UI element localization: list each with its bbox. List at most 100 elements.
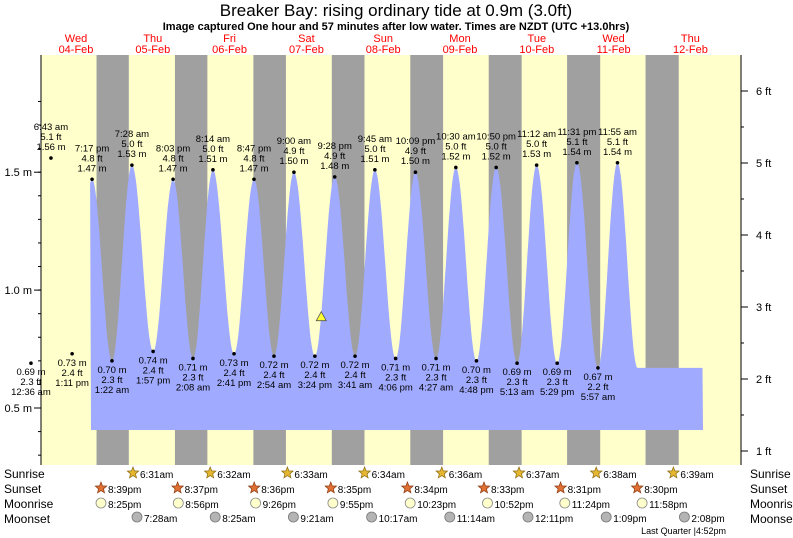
moonset-time: 10:17am xyxy=(379,514,418,525)
right-tick-label: 6 ft xyxy=(756,86,771,98)
low-tide-m: 0.70 m xyxy=(97,365,126,376)
sunrise-icon xyxy=(203,466,217,479)
high-tide-m: 1.51 m xyxy=(360,154,389,165)
sunset-time: 8:35pm xyxy=(338,485,371,496)
high-tide-ft: 5.1 ft xyxy=(40,132,61,143)
moonrise-icon xyxy=(636,497,648,509)
low-tide-time: 4:48 pm xyxy=(459,385,493,396)
day-date: 12-Feb xyxy=(673,44,708,56)
low-tide-point xyxy=(151,349,155,354)
day-name: Mon xyxy=(449,33,470,45)
day-name: Wed xyxy=(65,33,87,45)
low-tide-m: 0.69 m xyxy=(543,367,572,378)
high-tide-ft: 5.0 ft xyxy=(121,139,142,150)
sunset-icon xyxy=(324,481,338,494)
moonrise-icon xyxy=(95,497,107,509)
sunrise-time: 6:37am xyxy=(526,470,559,481)
high-tide-ft: 5.0 ft xyxy=(486,141,507,152)
moonset-time: 1:09pm xyxy=(613,514,646,525)
sunset-time: 8:36pm xyxy=(261,485,294,496)
high-tide-ft: 4.9 ft xyxy=(405,146,426,157)
sunrise-time: 6:31am xyxy=(140,470,173,481)
low-tide-point xyxy=(70,351,74,356)
high-tide-ft: 5.0 ft xyxy=(202,144,223,155)
high-tide-ft: 5.1 ft xyxy=(566,137,587,148)
high-tide-point xyxy=(494,165,498,170)
high-tide-time: 11:31 pm xyxy=(557,127,596,138)
sunset-label-right: Sunset xyxy=(750,482,788,496)
high-tide-point xyxy=(49,156,53,160)
day-name: Sun xyxy=(373,33,393,45)
high-tide-point xyxy=(211,168,215,172)
high-tide-time: 9:45 am xyxy=(358,134,392,145)
low-tide-m: 0.73 m xyxy=(220,358,249,369)
low-tide-m: 0.70 m xyxy=(462,365,491,376)
day-name: Wed xyxy=(602,33,624,45)
high-tide-point xyxy=(534,163,539,167)
high-tide-point xyxy=(575,160,579,165)
high-tide-point xyxy=(292,170,296,174)
low-tide-ft: 2.3 ft xyxy=(425,372,446,383)
low-tide-ft: 2.3 ft xyxy=(507,377,528,388)
sunset-time: 8:34pm xyxy=(414,485,447,496)
low-tide-time: 2:54 am xyxy=(257,380,291,391)
day-date: 11-Feb xyxy=(597,44,631,56)
low-tide-m: 0.69 m xyxy=(16,367,45,378)
high-tide-time: 8:47 pm xyxy=(237,143,271,154)
sunrise-time: 6:38am xyxy=(603,470,636,481)
high-tide-time: 8:03 pm xyxy=(156,143,190,154)
sunrise-label-left: Sunrise xyxy=(4,467,45,481)
low-tide-ft: 2.3 ft xyxy=(385,372,406,383)
high-tide-time: 11:55 am xyxy=(598,127,637,138)
moonrise-time: 9:55pm xyxy=(340,500,373,511)
low-tide-m: 0.71 m xyxy=(422,362,451,373)
moonset-icon xyxy=(679,511,690,523)
sunrise-time: 6:33am xyxy=(294,470,327,481)
low-tide-time: 2:41 pm xyxy=(217,378,251,389)
high-tide-ft: 4.8 ft xyxy=(243,153,264,164)
high-tide-m: 1.51 m xyxy=(198,154,227,165)
low-tide-point xyxy=(110,359,114,363)
sunset-icon xyxy=(630,481,644,494)
chart-title: Breaker Bay: rising ordinary tide at 0.9… xyxy=(220,1,572,20)
moonrise-icon xyxy=(327,497,339,509)
sunrise-icon xyxy=(512,466,526,479)
right-tick-label: 4 ft xyxy=(756,230,771,242)
low-tide-ft: 2.3 ft xyxy=(466,375,487,386)
low-tide-time: 2:08 am xyxy=(176,382,210,393)
moonset-icon xyxy=(444,511,456,523)
high-tide-point xyxy=(615,160,620,165)
low-tide-ft: 2.3 ft xyxy=(182,372,203,383)
low-tide-time: 1:57 pm xyxy=(136,375,170,386)
day-date: 09-Feb xyxy=(443,44,478,56)
moonrise-icon xyxy=(559,497,571,509)
low-tide-m: 0.74 m xyxy=(139,355,168,366)
moonset-time: 7:28am xyxy=(144,514,177,525)
sunrise-icon xyxy=(280,466,295,479)
moonset-icon xyxy=(131,511,143,523)
low-tide-point xyxy=(515,361,519,365)
low-tide-m: 0.72 m xyxy=(341,360,370,371)
day-name: Sat xyxy=(298,33,315,45)
sunset-time: 8:30pm xyxy=(644,485,677,496)
low-tide-time: 4:06 pm xyxy=(378,382,412,393)
high-tide-ft: 5.0 ft xyxy=(526,139,547,150)
high-tide-time: 7:17 pm xyxy=(75,143,109,154)
sun-moon-times: 6:31am 6:32am 6:33am 6:34am 6:36am 6:37am 6:38… xyxy=(94,466,725,525)
sunrise-icon xyxy=(435,466,449,479)
high-tide-m: 1.56 m xyxy=(36,142,65,153)
sunset-time: 8:37pm xyxy=(185,485,218,496)
low-tide-time: 3:24 pm xyxy=(298,380,332,391)
right-axis-ft: 1 ft 2 ft 3 ft 4 ft 5 ft 6 ft xyxy=(740,55,771,465)
low-tide-ft: 2.4 ft xyxy=(223,368,244,379)
sunset-icon xyxy=(477,481,491,494)
right-tick-label: 3 ft xyxy=(756,302,771,314)
moonset-icon xyxy=(600,511,612,523)
high-tide-m: 1.54 m xyxy=(562,147,591,158)
sunrise-icon xyxy=(126,466,140,479)
day-date: 10-Feb xyxy=(519,44,554,56)
moonset-label-left: Moonset xyxy=(4,512,51,526)
sunset-icon xyxy=(400,481,415,494)
moonrise-time: 8:56pm xyxy=(185,500,218,511)
